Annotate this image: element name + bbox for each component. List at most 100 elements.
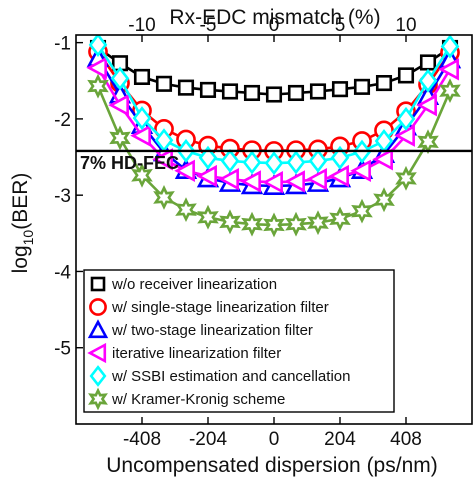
series-6-point — [197, 204, 219, 230]
series-1-point — [419, 54, 437, 71]
bottom-tick-label: 204 — [324, 429, 356, 450]
series-6-point — [131, 162, 153, 188]
series-4-point — [284, 170, 305, 193]
series-6-point — [175, 197, 197, 223]
y-tick-label: -2 — [54, 110, 71, 131]
plot-area: 7% HD-FEC -408 -204 0 204 408 -10 -5 0 5 10 -1 -2 -3 -… — [54, 15, 473, 450]
series-5-point — [396, 106, 416, 131]
legend-item: w/ Kramer-Kronig scheme — [88, 387, 285, 411]
series-4-point — [240, 170, 261, 193]
series-4-point — [174, 159, 195, 182]
series-5-point — [220, 148, 240, 173]
top-axis-title: Rx-EDC mismatch (%) — [169, 6, 380, 29]
legend-label: w/ single-stage linearization filter — [111, 299, 329, 316]
y-tick-label: -3 — [54, 186, 71, 207]
series-5-point — [132, 106, 152, 131]
top-tick-label: 5 — [335, 15, 346, 36]
series-5-point — [264, 151, 284, 176]
legend-marker — [89, 298, 107, 316]
series-6-point — [219, 209, 241, 235]
series-1-point — [287, 84, 305, 102]
legend-marker — [87, 319, 109, 339]
series-4-point — [438, 58, 459, 81]
series-1-point — [243, 84, 261, 102]
legend-item: w/ two-stage linearization filter — [87, 319, 313, 339]
series-5-point — [286, 150, 306, 175]
legend-item: w/ single-stage linearization filter — [89, 298, 329, 316]
bottom-tick-label: -204 — [189, 429, 227, 450]
legend: w/o receiver linearization w/ single-stag… — [83, 269, 395, 413]
series-6-point — [307, 210, 329, 236]
bottom-tick-label: 0 — [269, 429, 280, 450]
series-6-point — [351, 198, 373, 224]
series-6-point — [109, 125, 131, 151]
legend-label: w/ SSBI estimation and cancellation — [111, 368, 350, 385]
series-5-point — [308, 148, 328, 173]
y-axis-title-tail: (BER) — [9, 173, 32, 230]
series-4-point — [328, 164, 349, 188]
y-tick-label: -1 — [54, 34, 71, 55]
series-4-point — [262, 171, 283, 194]
legend-item: w/o receiver linearization — [90, 276, 277, 293]
series-1-point — [221, 83, 239, 100]
series-4 — [86, 56, 459, 194]
y-axis-title-subscript: 10 — [20, 230, 36, 246]
series-6-point — [285, 211, 307, 237]
series-6-point — [395, 165, 417, 191]
series-4-point — [372, 148, 393, 171]
legend-marker — [87, 342, 107, 364]
top-tick-label: -5 — [200, 15, 217, 36]
series-4-point — [218, 167, 239, 191]
series-1-point — [397, 67, 415, 84]
series-5-point — [110, 66, 130, 91]
series-1-point — [353, 78, 371, 95]
legend-item: iterative linearization filter — [87, 342, 281, 364]
top-tick-label: 0 — [269, 15, 280, 36]
series-1-point — [177, 79, 195, 96]
series-6-point — [153, 184, 175, 210]
threshold-label: 7% HD-FEC — [80, 153, 179, 173]
series-1-point — [133, 68, 151, 86]
series-5-point — [198, 145, 218, 170]
bottom-tick-label: 408 — [390, 429, 422, 450]
series-6-point — [373, 187, 395, 213]
series-6-point — [417, 129, 439, 155]
bottom-tick-label: -408 — [123, 429, 161, 450]
series-1 — [89, 39, 459, 103]
legend-marker — [90, 276, 106, 292]
series-1-point — [265, 86, 283, 103]
series-4-point — [350, 159, 371, 182]
series-1-point — [199, 81, 217, 98]
series-6-point — [329, 206, 351, 232]
series-group — [86, 35, 462, 238]
series-5-point — [88, 35, 108, 57]
series-1-point — [331, 81, 349, 98]
series-6-point — [263, 212, 285, 238]
legend-label: iterative linearization filter — [112, 345, 281, 362]
y-tick-label: -5 — [54, 339, 71, 360]
series-5-point — [440, 35, 460, 59]
series-4-point — [152, 148, 173, 171]
series-4-point — [86, 56, 107, 79]
top-tick-label: -10 — [128, 15, 155, 36]
y-axis-title-main: log — [9, 245, 32, 273]
series-4-point — [306, 167, 327, 191]
series-4-point — [394, 124, 415, 147]
bottom-axis-title: Uncompensated dispersion (ps/nm) — [106, 454, 438, 477]
legend-label: w/ two-stage linearization filter — [111, 322, 313, 339]
legend-label: w/o receiver linearization — [111, 276, 277, 293]
series-6 — [87, 73, 461, 238]
series-4-point — [108, 93, 129, 117]
series-5-point — [242, 150, 262, 175]
series-5-point — [330, 145, 350, 170]
series-6-point — [439, 78, 461, 104]
series-6-point — [241, 211, 263, 237]
top-tick-label: 10 — [395, 15, 416, 36]
y-tick-label: -4 — [54, 262, 71, 283]
series-1-point — [309, 83, 327, 100]
legend-marker — [89, 365, 107, 387]
legend-label: w/ Kramer-Kronig scheme — [111, 391, 285, 408]
series-6-point — [87, 73, 109, 99]
series-4-point — [196, 164, 217, 188]
